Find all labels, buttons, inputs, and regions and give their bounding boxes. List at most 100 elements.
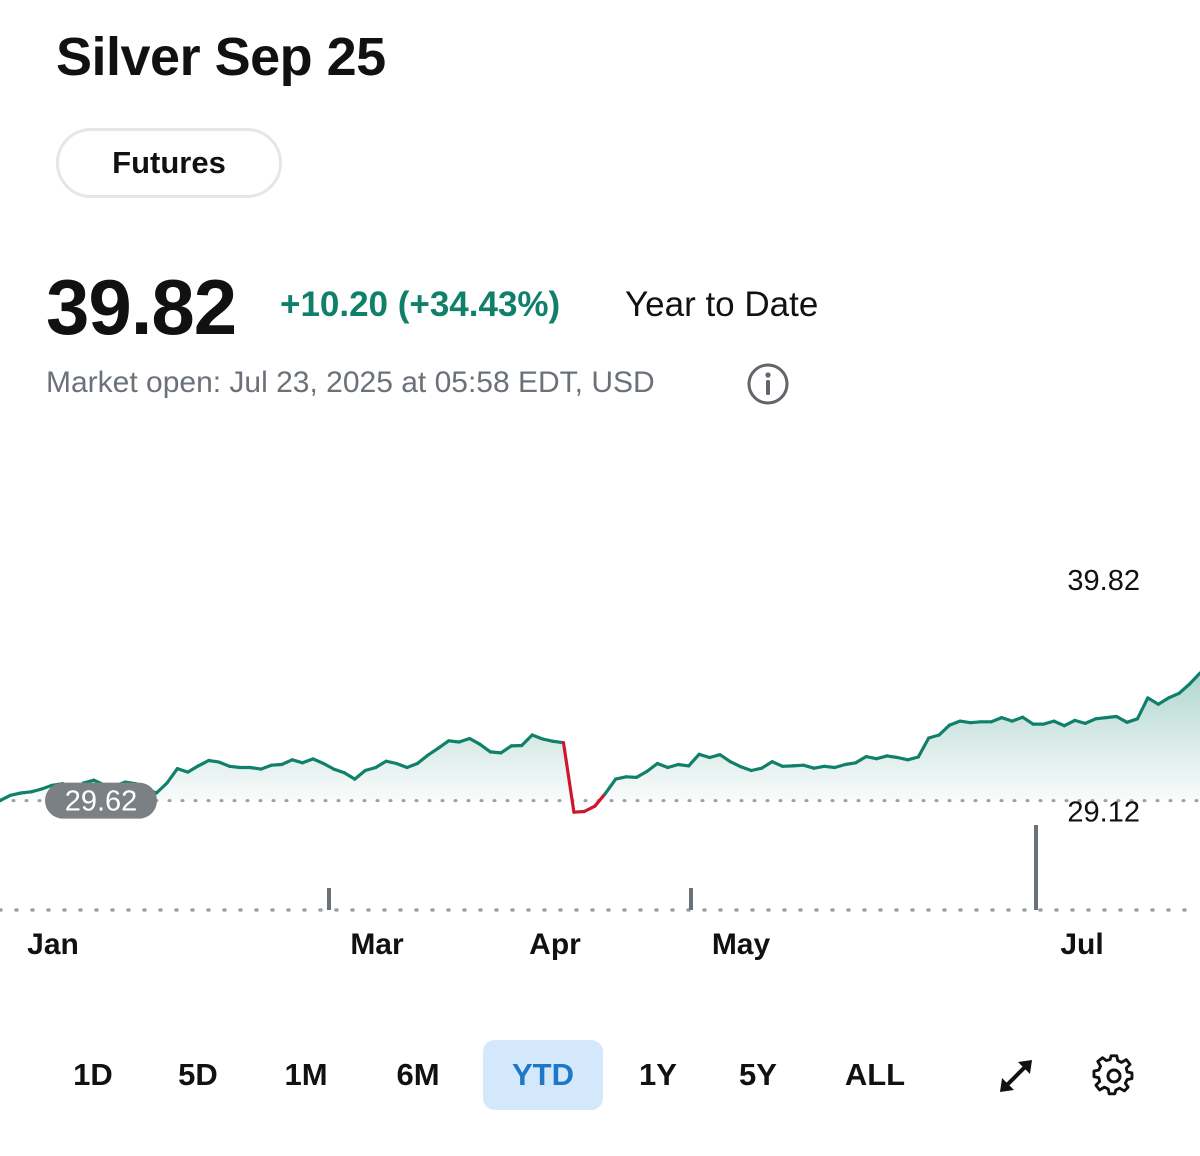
price-line-segment (81, 778, 96, 785)
price-line-segment (415, 753, 430, 766)
price-line-segment (655, 761, 670, 770)
price-line-segment (718, 753, 733, 764)
price-line-segment (1000, 716, 1014, 723)
price-line-segment (614, 775, 628, 781)
price-line-segment (40, 783, 54, 791)
price-line-segment (499, 744, 513, 755)
price-line-segment (311, 757, 326, 766)
price-line-segment (822, 764, 837, 770)
price-line-segment (582, 804, 597, 814)
price-line-segment (468, 736, 482, 746)
price-line-segment (1125, 717, 1140, 724)
price-line-segment (363, 765, 378, 773)
market-status: Market open: Jul 23, 2025 at 05:58 EDT, … (46, 366, 655, 399)
price-line-segment (384, 759, 399, 766)
price-line-segment (248, 765, 263, 771)
price-line-segment (989, 716, 1004, 724)
price-line-segment (374, 759, 388, 770)
range-1d[interactable]: 1D (73, 1057, 113, 1092)
chart-area-fill (0, 673, 1200, 813)
price-line-segment (353, 768, 367, 781)
range-1y[interactable]: 1Y (639, 1057, 677, 1092)
price-line-segment (217, 760, 232, 768)
previous-close-label: 29.62 (65, 786, 138, 818)
range-ytd[interactable]: YTD (483, 1040, 603, 1110)
price-line-segment (269, 762, 284, 767)
price-line-segment (593, 792, 607, 808)
price-line-segment (906, 755, 920, 762)
price-line-segment (530, 733, 545, 741)
futures-chip[interactable]: Futures (56, 128, 282, 198)
price-line-segment (927, 733, 941, 740)
price-line-segment (186, 764, 200, 774)
x-tick-label: Apr (529, 928, 581, 961)
price-line-segment (1041, 719, 1056, 726)
price-line-segment (196, 758, 211, 768)
range-6m[interactable]: 6M (396, 1057, 440, 1092)
price-line-segment (854, 755, 868, 765)
price-line-segment (540, 737, 555, 743)
price-line-segment (958, 719, 973, 725)
range-1m[interactable]: 1M (284, 1057, 328, 1092)
price-line-segment (8, 791, 23, 797)
gear-icon[interactable] (1092, 1054, 1136, 1098)
price-line-segment (301, 757, 315, 765)
range-5d[interactable]: 5D (178, 1057, 218, 1092)
price-line-segment (1104, 714, 1119, 720)
price-line-segment (916, 736, 931, 759)
price-line-segment (1114, 714, 1129, 724)
price-line-segment (394, 761, 409, 770)
price-line-segment (1167, 691, 1181, 700)
price-line-segment (520, 733, 534, 748)
price-line-segment (624, 775, 639, 779)
price-chart[interactable]: 39.82 29.62 29.12 Jan Mar Apr May Jul (0, 540, 1200, 980)
price-line-segment (561, 741, 576, 814)
price-line-segment (1062, 718, 1077, 728)
price-line-segment (228, 764, 242, 770)
price-line-segment (874, 754, 889, 761)
last-value-label: 39.82 (1067, 565, 1140, 597)
info-circle-icon[interactable] (746, 362, 790, 406)
price-line-segment (812, 764, 826, 770)
price-line-segment (791, 763, 806, 768)
price-line-segment (760, 760, 774, 770)
price-line-segment (332, 767, 346, 775)
price-line-segment (895, 755, 910, 762)
price-line-segment (1010, 715, 1025, 723)
price-line-segment (165, 767, 179, 785)
price-line-segment (551, 739, 566, 745)
price-line-segment (676, 762, 691, 768)
price-line-segment (707, 753, 722, 760)
price-line-segment (697, 752, 712, 760)
price-line-segment (290, 758, 305, 765)
price-change: +10.20 (+34.43%) (280, 285, 561, 324)
price-line-segment (864, 755, 879, 761)
price-line-segment (29, 787, 44, 794)
price-line-segment (572, 809, 586, 814)
price-line-segment (207, 758, 221, 764)
price-line-segment (1094, 716, 1108, 721)
price-line-segment (634, 769, 649, 779)
current-price: 39.82 (46, 263, 237, 351)
previous-close-pill (45, 782, 157, 819)
price-line-segment (19, 790, 33, 795)
price-line-segment (488, 750, 503, 755)
expand-arrows-icon[interactable] (994, 1054, 1038, 1098)
price-line-segment (739, 765, 753, 773)
price-line-segment (1020, 715, 1035, 726)
range-all[interactable]: ALL (844, 1057, 906, 1092)
price-line-segment (280, 758, 294, 767)
price-line-segment (728, 760, 743, 769)
range-5y[interactable]: 5Y (739, 1057, 777, 1092)
price-line-segment (749, 766, 764, 773)
price-line-segment (447, 739, 461, 744)
low-value-label: 29.12 (1067, 797, 1140, 829)
price-line-segment (1052, 719, 1066, 728)
price-line-segment (457, 736, 472, 744)
range-selector: 1D 5D 1M 6M YTD 1Y 5Y ALL (0, 1040, 1200, 1112)
price-line-segment (1156, 696, 1171, 706)
price-line-segment (259, 763, 273, 771)
price-line-segment (154, 781, 169, 795)
x-tick-label: Jul (1060, 928, 1103, 961)
price-line-segment (968, 720, 983, 725)
